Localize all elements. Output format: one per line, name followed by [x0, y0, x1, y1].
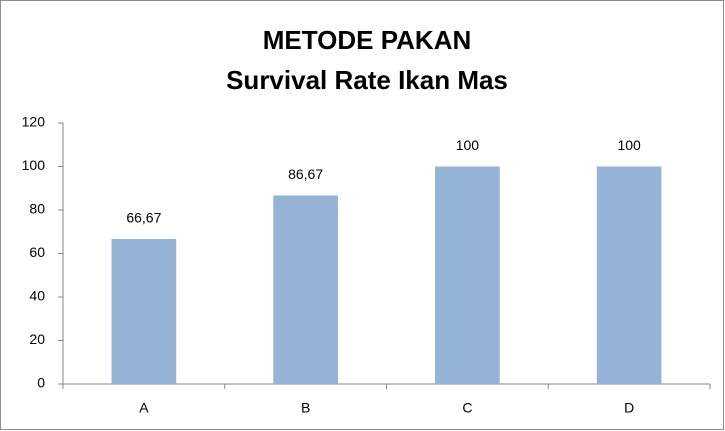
y-tick-label: 0: [37, 375, 45, 391]
x-tick-label: A: [139, 400, 149, 416]
data-label: 86,67: [288, 166, 323, 182]
x-tick-label: D: [624, 400, 634, 416]
bar: [596, 166, 662, 384]
y-tick-label: 20: [29, 331, 45, 347]
x-tick-label: B: [301, 400, 310, 416]
bar: [435, 166, 500, 384]
y-tick-label: 120: [22, 114, 46, 130]
chart-title: Survival Rate Ikan Mas: [226, 65, 508, 95]
chart-title: METODE PAKAN: [263, 25, 472, 55]
data-label: 100: [617, 137, 641, 153]
data-label: 100: [456, 137, 480, 153]
y-tick-label: 60: [29, 244, 45, 260]
y-tick-label: 40: [29, 288, 45, 304]
y-tick-label: 80: [29, 201, 45, 217]
bar: [273, 195, 338, 384]
y-tick-label: 100: [22, 157, 46, 173]
data-label: 66,67: [126, 210, 161, 226]
x-tick-label: C: [462, 400, 472, 416]
bar: [111, 238, 177, 384]
